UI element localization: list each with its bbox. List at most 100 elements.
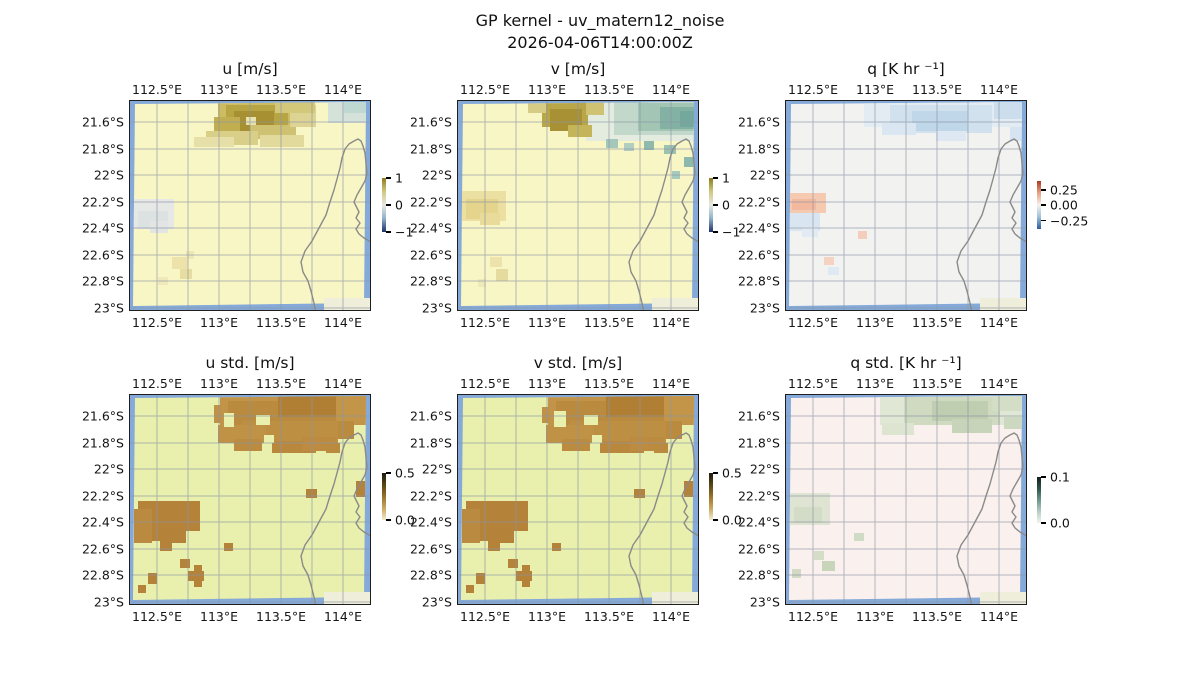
colorbar-u: 1 0 −1 xyxy=(382,171,442,240)
x-tick-label-top: 114°E xyxy=(323,82,363,97)
colorbar-v_std: 0.5 0.0 xyxy=(709,466,769,528)
x-tick-label-top: 113.5°E xyxy=(912,82,962,97)
field-patch xyxy=(792,569,801,578)
x-tick-label-top: 113°E xyxy=(199,82,239,97)
x-tick-label-top: 114°E xyxy=(979,82,1019,97)
field-patch xyxy=(194,565,202,587)
y-tick-label: 22.4°S xyxy=(409,514,452,530)
field-patch xyxy=(546,425,594,443)
x-tick-label-top: 112.5°E xyxy=(460,82,510,97)
x-tick-label-bottom: 112.5°E xyxy=(788,315,838,330)
colorbar-tick xyxy=(1041,522,1046,524)
y-tick-label: 22.8°S xyxy=(737,567,780,583)
y-tick-label: 22°S xyxy=(93,167,124,183)
x-tick-label-top: 113°E xyxy=(527,376,567,391)
field-patch xyxy=(936,131,966,141)
y-tick-label: 22.8°S xyxy=(81,273,124,289)
graticule xyxy=(130,101,370,310)
field-patch xyxy=(466,585,474,593)
field-patch xyxy=(789,213,820,231)
x-tick-label-bottom: 114°E xyxy=(979,609,1019,624)
y-tick-label: 23°S xyxy=(93,300,124,316)
x-tick-label-bottom: 112.5°E xyxy=(132,315,182,330)
field-patches xyxy=(789,396,1022,578)
y-tick-label: 22.6°S xyxy=(81,541,124,557)
field-patch xyxy=(802,227,818,237)
y-tick-label: 21.6°S xyxy=(737,114,780,130)
y-tick-label: 22°S xyxy=(421,461,452,477)
y-tick-label: 21.8°S xyxy=(81,435,124,451)
x-tick-label-top: 114°E xyxy=(323,376,363,391)
figure-title: GP kernel - uv_matern12_noise 2026-04-06… xyxy=(0,10,1200,53)
land-corner xyxy=(652,592,698,604)
y-tick-label: 22°S xyxy=(749,167,780,183)
map-u xyxy=(129,100,372,314)
colorbar-tick xyxy=(1041,189,1046,191)
graticule xyxy=(458,101,698,310)
y-tick-label: 21.8°S xyxy=(409,141,452,157)
field-patch xyxy=(490,257,502,267)
x-tick-label-top: 113°E xyxy=(199,376,239,391)
field-patch xyxy=(794,507,822,523)
field-patch xyxy=(264,435,274,443)
y-tick-label: 22.2°S xyxy=(81,194,124,210)
field-patch xyxy=(278,396,342,417)
colorbar-strip-q_std xyxy=(1037,477,1041,523)
panel-title-q_std: q std. [K hr ⁻¹] xyxy=(850,354,962,372)
graticule xyxy=(130,395,370,604)
figure-title-line1: GP kernel - uv_matern12_noise xyxy=(475,11,725,30)
y-tick-label: 22°S xyxy=(749,461,780,477)
x-tick-label-bottom: 112.5°E xyxy=(132,609,182,624)
y-tick-label: 22.6°S xyxy=(81,247,124,263)
colorbar-tick-label: 1 xyxy=(395,170,403,186)
y-tick-label: 21.6°S xyxy=(81,408,124,424)
x-tick-label-bottom: 114°E xyxy=(323,315,363,330)
x-tick-label-top: 112.5°E xyxy=(132,82,182,97)
x-tick-label-top: 112.5°E xyxy=(132,376,182,391)
colorbar-strip-u xyxy=(382,178,386,232)
colorbar-strip-v_std xyxy=(709,473,713,520)
map-v_std xyxy=(457,394,700,608)
x-tick-label-bottom: 112.5°E xyxy=(788,609,838,624)
colorbar-strip-v xyxy=(709,178,713,232)
field-patch xyxy=(224,543,233,551)
x-tick-label-top: 113.5°E xyxy=(256,82,306,97)
x-tick-label-bottom: 112.5°E xyxy=(460,609,510,624)
y-tick-label: 22.2°S xyxy=(409,194,452,210)
colorbar-tick-label: −0.25 xyxy=(1050,213,1089,229)
coastline xyxy=(300,432,372,608)
field-patch xyxy=(148,573,157,584)
x-tick-label-top: 113.5°E xyxy=(584,376,634,391)
y-tick-label: 22.2°S xyxy=(737,194,780,210)
x-tick-label-bottom: 113°E xyxy=(199,315,239,330)
colorbar-tick-label: 1 xyxy=(722,170,730,186)
field-patch xyxy=(824,257,834,265)
panel-title-u_std: u std. [m/s] xyxy=(205,354,295,372)
y-tick-label: 23°S xyxy=(421,594,452,610)
field-patch xyxy=(952,419,992,433)
map-svg-q xyxy=(786,101,1028,314)
graticule xyxy=(458,395,698,604)
panel-title-v: v [m/s] xyxy=(550,60,606,78)
field-patch xyxy=(586,102,604,115)
y-tick-label: 23°S xyxy=(93,594,124,610)
field-patch xyxy=(522,565,530,587)
y-tick-label: 23°S xyxy=(749,594,780,610)
field-patch xyxy=(194,137,234,147)
y-tick-label: 22.4°S xyxy=(409,220,452,236)
colorbar-tick xyxy=(713,231,718,233)
field-patch xyxy=(932,401,988,421)
x-tick-label-bottom: 114°E xyxy=(323,609,363,624)
y-tick-label: 22.6°S xyxy=(409,247,452,263)
colorbar-tick xyxy=(1041,476,1046,478)
colorbar-strip-u_std xyxy=(382,473,386,520)
land-corner xyxy=(652,298,698,310)
field-patch xyxy=(654,443,668,453)
field-patch xyxy=(552,543,561,551)
colorbar-tick-label: 0.1 xyxy=(1050,469,1070,485)
field-patch xyxy=(224,413,234,427)
graticule xyxy=(786,101,1026,310)
x-tick-label-top: 113°E xyxy=(855,82,895,97)
x-tick-label-top: 114°E xyxy=(651,82,691,97)
colorbar-strip-q xyxy=(1037,181,1041,229)
